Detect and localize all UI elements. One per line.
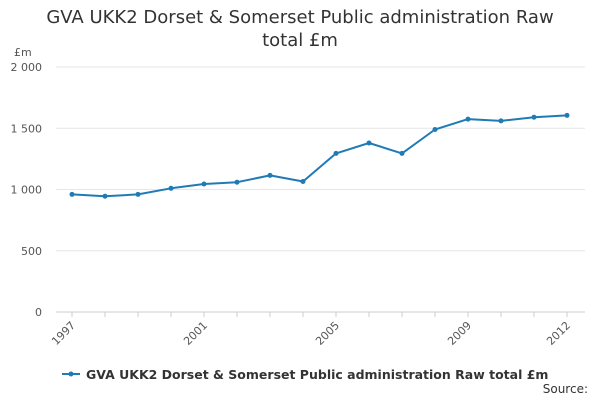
data-point[interactable] bbox=[69, 191, 75, 197]
data-point[interactable] bbox=[300, 179, 306, 184]
chart-title: GVA UKK2 Dorset & Somerset Public admini… bbox=[0, 6, 600, 52]
y-tick-label: 1 500 bbox=[11, 122, 43, 135]
x-tick-label: 2001 bbox=[181, 319, 210, 348]
chart-title-line-2: total £m bbox=[262, 30, 338, 51]
y-axis-label: £m bbox=[14, 46, 32, 59]
data-point[interactable] bbox=[102, 193, 108, 199]
legend: GVA UKK2 Dorset & Somerset Public admini… bbox=[62, 366, 548, 382]
series-line bbox=[71, 114, 568, 198]
y-tick-label: 2 000 bbox=[11, 61, 43, 74]
data-point[interactable] bbox=[432, 127, 438, 132]
data-point[interactable] bbox=[135, 191, 141, 197]
y-tick-label: 500 bbox=[21, 245, 42, 258]
chart-title-line-1: GVA UKK2 Dorset & Somerset Public admini… bbox=[46, 7, 554, 28]
data-point[interactable] bbox=[564, 112, 570, 118]
x-axis: 1997 2001 2005 2009 2012 bbox=[49, 311, 585, 348]
gridlines bbox=[56, 66, 585, 252]
data-point[interactable] bbox=[465, 116, 471, 122]
legend-series-label: GVA UKK2 Dorset & Somerset Public admini… bbox=[86, 366, 549, 382]
legend-series-swatch bbox=[62, 371, 80, 377]
data-point[interactable] bbox=[234, 179, 240, 185]
data-point[interactable] bbox=[201, 181, 207, 187]
y-tick-label: 1 000 bbox=[11, 184, 43, 197]
x-tick-label: 2009 bbox=[445, 319, 474, 348]
data-point[interactable] bbox=[333, 150, 339, 156]
data-point[interactable] bbox=[366, 140, 372, 146]
data-point[interactable] bbox=[531, 114, 537, 120]
x-tick-label: 1997 bbox=[49, 319, 78, 348]
data-point[interactable] bbox=[168, 185, 174, 191]
data-point[interactable] bbox=[498, 118, 504, 124]
y-axis-ticks: 0 500 1 000 1 500 2 000 bbox=[11, 61, 43, 319]
series-layer bbox=[69, 112, 570, 199]
y-tick-label: 0 bbox=[35, 306, 42, 319]
x-tick-label: 2012 bbox=[544, 319, 573, 348]
source-label: Source: bbox=[542, 382, 588, 396]
data-point[interactable] bbox=[399, 150, 405, 156]
x-tick-label: 2005 bbox=[313, 319, 342, 348]
data-point[interactable] bbox=[267, 172, 273, 178]
